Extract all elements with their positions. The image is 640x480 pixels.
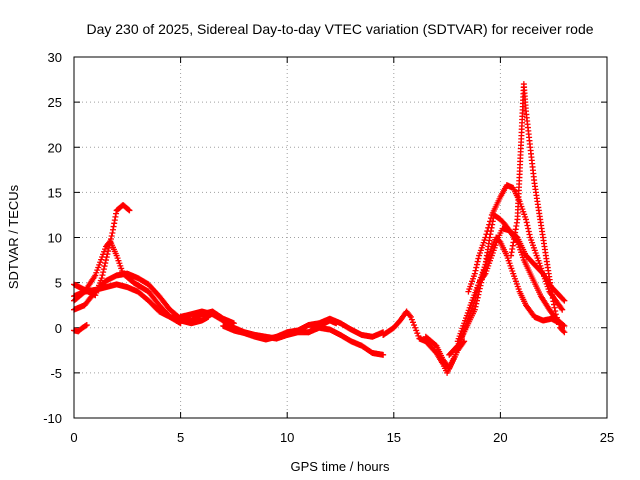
data-point (413, 327, 420, 334)
data-point (82, 322, 89, 329)
data-point (473, 300, 480, 307)
data-point (526, 231, 533, 238)
data-point (487, 218, 494, 225)
data-point (560, 322, 567, 329)
data-point (472, 303, 479, 310)
data-point (525, 225, 532, 232)
data-point (108, 232, 115, 239)
y-tick-label: 30 (48, 50, 62, 65)
data-point (561, 322, 568, 329)
data-point (99, 272, 106, 279)
data-point (411, 322, 418, 329)
data-point (473, 261, 480, 268)
series-arc-14 (508, 81, 568, 336)
data-point (560, 328, 567, 335)
x-tick-label: 20 (493, 430, 507, 445)
data-point (523, 219, 530, 226)
data-point (474, 258, 481, 265)
data-point (552, 311, 559, 318)
data-point (560, 296, 567, 303)
data-point (105, 248, 112, 255)
x-tick-label: 15 (387, 430, 401, 445)
series-arc-9 (380, 308, 468, 376)
data-point (522, 216, 529, 223)
y-tick-label: 10 (48, 231, 62, 246)
data-point (556, 321, 563, 328)
tick-labels: 0 5 10 15 20 25 -10 -5 0 5 10 15 20 25 30 (43, 50, 614, 445)
data-series (71, 81, 568, 376)
data-point (83, 322, 90, 329)
y-axis-label: SDTVAR / TECUs (6, 184, 21, 289)
data-point (380, 351, 387, 358)
x-tick-label: 10 (280, 430, 294, 445)
data-point (525, 228, 532, 235)
data-point (558, 305, 565, 312)
data-point (125, 206, 132, 213)
data-point (472, 267, 479, 274)
series-arc-7 (220, 315, 387, 343)
y-tick-label: 5 (55, 276, 62, 291)
y-tick-label: -10 (43, 411, 62, 426)
data-point (561, 297, 568, 304)
data-point (482, 234, 489, 241)
x-tick-label: 25 (600, 430, 614, 445)
plot-frame (73, 56, 608, 419)
y-tick-label: -5 (50, 366, 62, 381)
data-point (415, 332, 422, 339)
data-point (98, 275, 105, 282)
data-point (553, 314, 560, 321)
x-axis-label: GPS time / hours (291, 459, 390, 474)
chart-title: Day 230 of 2025, Sidereal Day-to-day VTE… (86, 21, 593, 37)
data-point (100, 269, 107, 276)
data-point (473, 264, 480, 271)
x-tick-label: 5 (177, 430, 184, 445)
data-point (407, 313, 414, 320)
data-point (485, 224, 492, 231)
data-point (487, 215, 494, 222)
series-arc-12 (454, 225, 568, 345)
data-point (554, 317, 561, 324)
x-tick-label: 0 (70, 430, 77, 445)
series-arc-4 (71, 281, 212, 327)
data-point (471, 306, 478, 313)
y-tick-label: 15 (48, 185, 62, 200)
data-point (484, 228, 491, 235)
data-point (408, 316, 415, 323)
data-point (524, 222, 531, 229)
data-point (481, 271, 488, 278)
data-point (475, 255, 482, 262)
data-point (101, 263, 108, 270)
y-tick-label: 25 (48, 95, 62, 110)
series-arc-13 (465, 182, 566, 313)
y-tick-label: 20 (48, 140, 62, 155)
data-point (559, 306, 566, 313)
series-arc-8 (305, 324, 387, 358)
data-point (486, 221, 493, 228)
data-point (561, 329, 568, 336)
data-point (126, 207, 133, 214)
data-point (409, 319, 416, 326)
data-point (102, 260, 109, 267)
data-point (412, 324, 419, 331)
data-point (100, 266, 107, 273)
data-point (453, 343, 460, 350)
data-point (471, 270, 478, 277)
y-tick-label: 0 (55, 321, 62, 336)
data-point (414, 330, 421, 337)
data-point (483, 231, 490, 238)
